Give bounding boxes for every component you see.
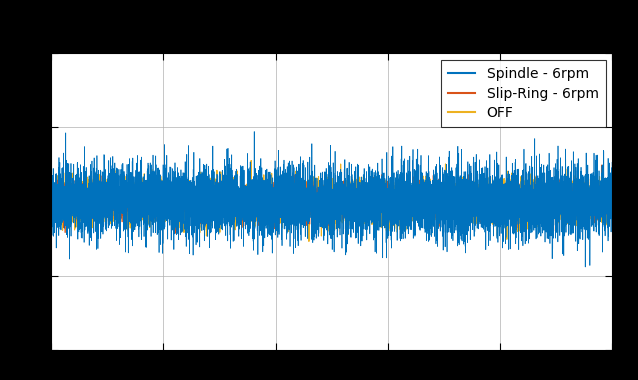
Slip-Ring - 6rpm bbox=[493, 204, 501, 209]
Spindle - 6rpm bbox=[47, 190, 55, 195]
Spindle - 6rpm bbox=[404, 218, 412, 223]
Slip-Ring - 6rpm bbox=[47, 200, 55, 204]
Spindle - 6rpm bbox=[251, 168, 258, 173]
Slip-Ring - 6rpm bbox=[251, 205, 258, 209]
Slip-Ring - 6rpm bbox=[598, 163, 605, 167]
Spindle - 6rpm bbox=[250, 129, 258, 134]
OFF bbox=[248, 158, 255, 163]
OFF bbox=[494, 187, 501, 192]
Slip-Ring - 6rpm bbox=[404, 205, 412, 210]
Spindle - 6rpm bbox=[493, 234, 501, 239]
Spindle - 6rpm bbox=[581, 265, 589, 269]
Spindle - 6rpm bbox=[380, 194, 387, 198]
Legend: Spindle - 6rpm, Slip-Ring - 6rpm, OFF: Spindle - 6rpm, Slip-Ring - 6rpm, OFF bbox=[441, 60, 605, 127]
Spindle - 6rpm bbox=[609, 162, 616, 167]
OFF bbox=[380, 201, 387, 206]
Slip-Ring - 6rpm bbox=[463, 214, 471, 218]
Slip-Ring - 6rpm bbox=[172, 231, 179, 236]
Spindle - 6rpm bbox=[75, 199, 83, 204]
OFF bbox=[609, 193, 616, 198]
OFF bbox=[404, 196, 412, 200]
OFF bbox=[251, 201, 258, 206]
Line: Slip-Ring - 6rpm: Slip-Ring - 6rpm bbox=[51, 165, 612, 233]
OFF bbox=[305, 239, 313, 244]
Line: Spindle - 6rpm: Spindle - 6rpm bbox=[51, 131, 612, 267]
OFF bbox=[75, 190, 83, 195]
Slip-Ring - 6rpm bbox=[609, 195, 616, 199]
OFF bbox=[47, 190, 55, 195]
Slip-Ring - 6rpm bbox=[380, 203, 387, 207]
Spindle - 6rpm bbox=[463, 213, 471, 218]
Slip-Ring - 6rpm bbox=[75, 194, 83, 199]
OFF bbox=[464, 188, 471, 192]
Line: OFF: OFF bbox=[51, 160, 612, 241]
